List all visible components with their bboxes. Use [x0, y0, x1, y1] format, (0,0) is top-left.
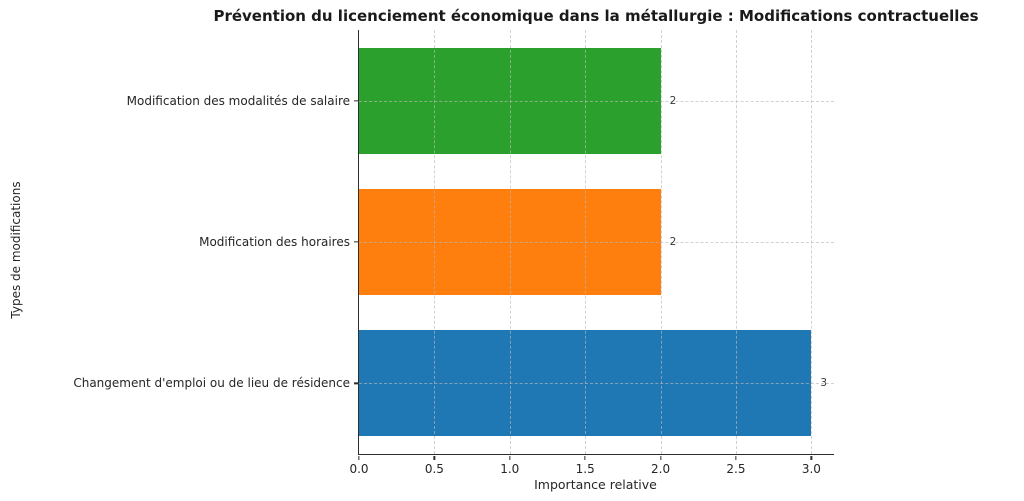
bar-value-label: 2	[669, 94, 677, 107]
chart-title: Prévention du licenciement économique da…	[213, 7, 979, 25]
x-tick-mark	[584, 455, 586, 460]
x-tick-mark	[659, 455, 662, 460]
y-axis-label: Types de modifications	[9, 181, 23, 319]
bar-value-label: 3	[820, 377, 828, 390]
x-tick-label: 0.5	[424, 462, 444, 476]
y-tick-mark	[353, 100, 358, 102]
x-tick-label: 1.5	[575, 462, 595, 476]
plot-area: 2 Modification des modalités de salaire 2 M…	[73, 30, 834, 476]
x-tick-mark	[358, 455, 360, 460]
y-tick-label: Modification des horaires	[199, 235, 350, 249]
y-tick-label: Changement d'emploi ou de lieu de réside…	[73, 376, 350, 391]
x-tick-label: 1.0	[500, 462, 520, 476]
x-tick-label: 2.5	[726, 462, 746, 476]
y-tick-mark	[353, 241, 358, 243]
gridline-vertical	[811, 30, 813, 454]
x-tick-mark	[433, 455, 436, 460]
x-tick-label: 3.0	[801, 462, 821, 476]
x-axis-label: Importance relative	[534, 477, 657, 492]
x-tick-label: 0.0	[349, 462, 369, 476]
x-tick-label: 2.0	[651, 462, 671, 476]
x-tick-mark	[810, 455, 813, 460]
y-tick-label: Modification des modalités de salaire	[126, 93, 350, 108]
bar	[359, 47, 661, 154]
bar	[359, 330, 812, 437]
bar	[359, 189, 661, 295]
x-tick-mark	[509, 455, 511, 460]
y-tick-mark	[353, 382, 358, 384]
bar-value-label: 2	[669, 236, 677, 248]
x-tick-mark	[735, 455, 737, 460]
